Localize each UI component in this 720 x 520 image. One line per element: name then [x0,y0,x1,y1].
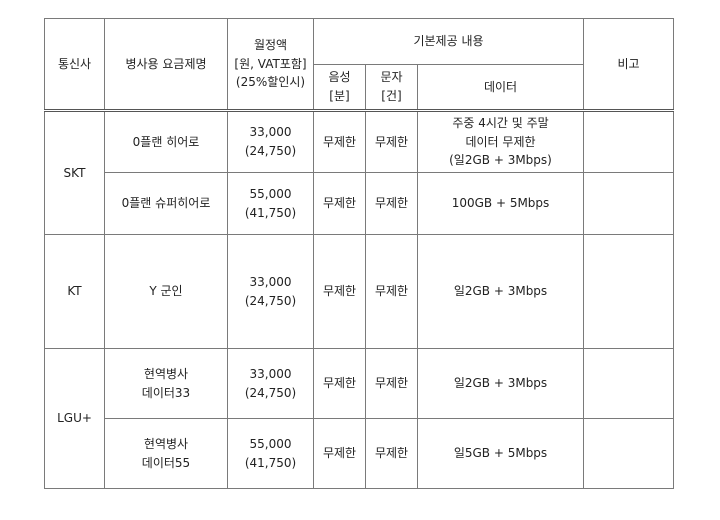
fee-cell: 33,000 (24,750) [227,110,314,173]
header-sms-line: [건] [381,89,402,103]
fee-cell: 55,000 (41,750) [227,172,314,235]
data-cell: 일5GB + 5Mbps [417,418,584,489]
header-voice: 음성 [분] [313,64,366,112]
data-line: 일2GB + 3Mbps [453,284,548,299]
fee-value: 55,000 [249,436,292,451]
remarks-cell [583,172,674,235]
voice-cell: 무제한 [313,234,366,349]
plan-name-cell: 현역병사 데이터33 [104,348,228,419]
data-line: (일2GB + 3Mbps) [449,153,552,168]
data-line: 100GB + 5Mbps [451,196,550,211]
header-basic-provision: 기본제공 내용 [313,18,584,65]
voice-cell: 무제한 [313,172,366,235]
fee-value: 55,000 [249,186,292,201]
voice-cell: 무제한 [313,348,366,419]
sms-cell: 무제한 [365,110,418,173]
data-cell: 100GB + 5Mbps [417,172,584,235]
remarks-cell [583,418,674,489]
plan-name-line: 현역병사 [143,366,189,381]
data-line: 일5GB + 5Mbps [453,446,548,461]
fee-discounted: (24,750) [244,385,297,400]
carrier-cell-lgu: LGU+ [44,348,105,489]
sms-cell: 무제한 [365,418,418,489]
header-voice-line: [분] [329,89,350,103]
plan-name-cell: 현역병사 데이터55 [104,418,228,489]
sms-cell: 무제한 [365,234,418,349]
data-cell: 일2GB + 3Mbps [417,234,584,349]
fee-discounted: (41,750) [244,455,297,470]
plan-name-cell: 0플랜 슈퍼히어로 [104,172,228,235]
table-body: SKT 0플랜 히어로 33,000 (24,750) 무제한 무제한 주중 4… [44,110,674,489]
data-cell: 일2GB + 3Mbps [417,348,584,419]
table-row: 현역병사 데이터55 55,000 (41,750) 무제한 무제한 일5GB … [45,418,674,489]
plan-name-line: 0플랜 히어로 [132,134,200,149]
data-cell: 주중 4시간 및 주말 데이터 무제한 (일2GB + 3Mbps) [417,110,584,173]
carrier-cell-kt: KT [44,234,105,349]
voice-cell: 무제한 [313,110,366,173]
fee-cell: 33,000 (24,750) [227,348,314,419]
table-row: LGU+ 현역병사 데이터33 33,000 (24,750) 무제한 무제한 … [44,348,674,489]
table-row: SKT 0플랜 히어로 33,000 (24,750) 무제한 무제한 주중 4… [44,110,674,235]
table-row: 0플랜 슈퍼히어로 55,000 (41,750) 무제한 무제한 100GB … [45,172,674,235]
data-line: 일2GB + 3Mbps [453,376,548,391]
header-voice-line: 음성 [328,70,351,85]
remarks-cell [583,348,674,419]
header-monthly-fee-line: [원, VAT포함] [234,56,307,71]
sms-cell: 무제한 [365,172,418,235]
voice-cell: 무제한 [313,418,366,489]
header-sms: 문자 [건] [365,64,418,112]
plan-name-cell: 0플랜 히어로 [104,110,228,173]
fee-value: 33,000 [249,366,292,381]
plan-name-line: 현역병사 [143,436,189,451]
header-plan-name: 병사용 요금제명 [104,18,228,111]
plan-name-line: 0플랜 슈퍼히어로 [121,196,211,211]
plan-name-line: Y 군인 [149,284,183,299]
remarks-cell [583,234,674,349]
header-monthly-fee: 월정액 [원, VAT포함] (25%할인시) [227,18,314,111]
fee-discounted: (24,750) [244,144,297,158]
fee-cell: 55,000 (41,750) [227,418,314,489]
table-header: 통신사 병사용 요금제명 월정액 [원, VAT포함] (25%할인시) 기본제… [44,18,674,112]
data-line: 데이터 무제한 [465,134,536,149]
sms-cell: 무제한 [365,348,418,419]
data-line: 주중 4시간 및 주말 [452,116,549,131]
header-data: 데이터 [417,64,584,112]
plan-table: 통신사 병사용 요금제명 월정액 [원, VAT포함] (25%할인시) 기본제… [44,18,674,489]
header-carrier: 통신사 [44,18,105,111]
header-monthly-fee-line: (25%할인시) [235,75,306,90]
fee-value: 33,000 [249,125,292,140]
table-row: KT Y 군인 33,000 (24,750) 무제한 무제한 일2GB + 3… [44,234,674,349]
fee-cell: 33,000 (24,750) [227,234,314,349]
plan-name-line: 데이터55 [141,455,191,470]
remarks-cell [583,110,674,173]
plan-name-cell: Y 군인 [104,234,228,349]
fee-discounted: (24,750) [244,293,297,308]
fee-value: 33,000 [249,274,292,289]
plan-name-line: 데이터33 [141,385,191,400]
fee-discounted: (41,750) [244,205,297,220]
header-remarks: 비고 [583,18,674,111]
header-monthly-fee-line: 월정액 [253,38,288,53]
header-sms-line: 문자 [380,70,403,85]
carrier-cell-skt: SKT [44,110,105,235]
